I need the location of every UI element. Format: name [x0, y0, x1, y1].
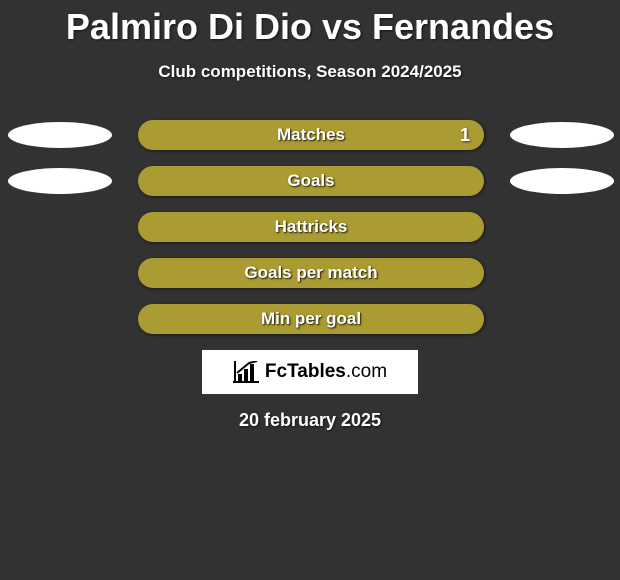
logo-text-bold: FcTables [265, 361, 346, 382]
stat-bar: Hattricks [138, 212, 484, 242]
player-a-indicator [8, 168, 112, 194]
comparison-row: Goals [8, 166, 614, 196]
stat-bar-fill [138, 258, 484, 288]
logo-box: FcTables.com [202, 350, 418, 394]
vs-label: vs [322, 6, 362, 47]
player-b-indicator [510, 122, 614, 148]
comparison-row: Min per goal [8, 304, 614, 334]
player-b-indicator [510, 168, 614, 194]
comparison-row: Goals per match [8, 258, 614, 288]
comparison-row: Matches1 [8, 120, 614, 150]
comparison-rows: Matches1 Goals Hattricks Goals per match Min… [0, 120, 620, 334]
stat-bar-fill [138, 212, 484, 242]
logo-text: FcTables.com [265, 361, 387, 383]
stat-bar-fill [138, 304, 484, 334]
comparison-row: Hattricks [8, 212, 614, 242]
date-label: 20 february 2025 [0, 410, 620, 431]
stat-bar: Matches1 [138, 120, 484, 150]
stat-bar: Goals per match [138, 258, 484, 288]
player-a-indicator [8, 122, 112, 148]
stat-bar-fill [138, 166, 484, 196]
bar-chart-icon [233, 361, 259, 383]
subtitle: Club competitions, Season 2024/2025 [0, 62, 620, 82]
logo-text-thin: .com [346, 361, 387, 382]
stat-bar: Goals [138, 166, 484, 196]
player-b-name: Fernandes [372, 6, 554, 47]
stat-bar: Min per goal [138, 304, 484, 334]
stat-bar-fill [138, 120, 484, 150]
player-a-name: Palmiro Di Dio [66, 6, 312, 47]
page-title: Palmiro Di Dio vs Fernandes [0, 0, 620, 48]
